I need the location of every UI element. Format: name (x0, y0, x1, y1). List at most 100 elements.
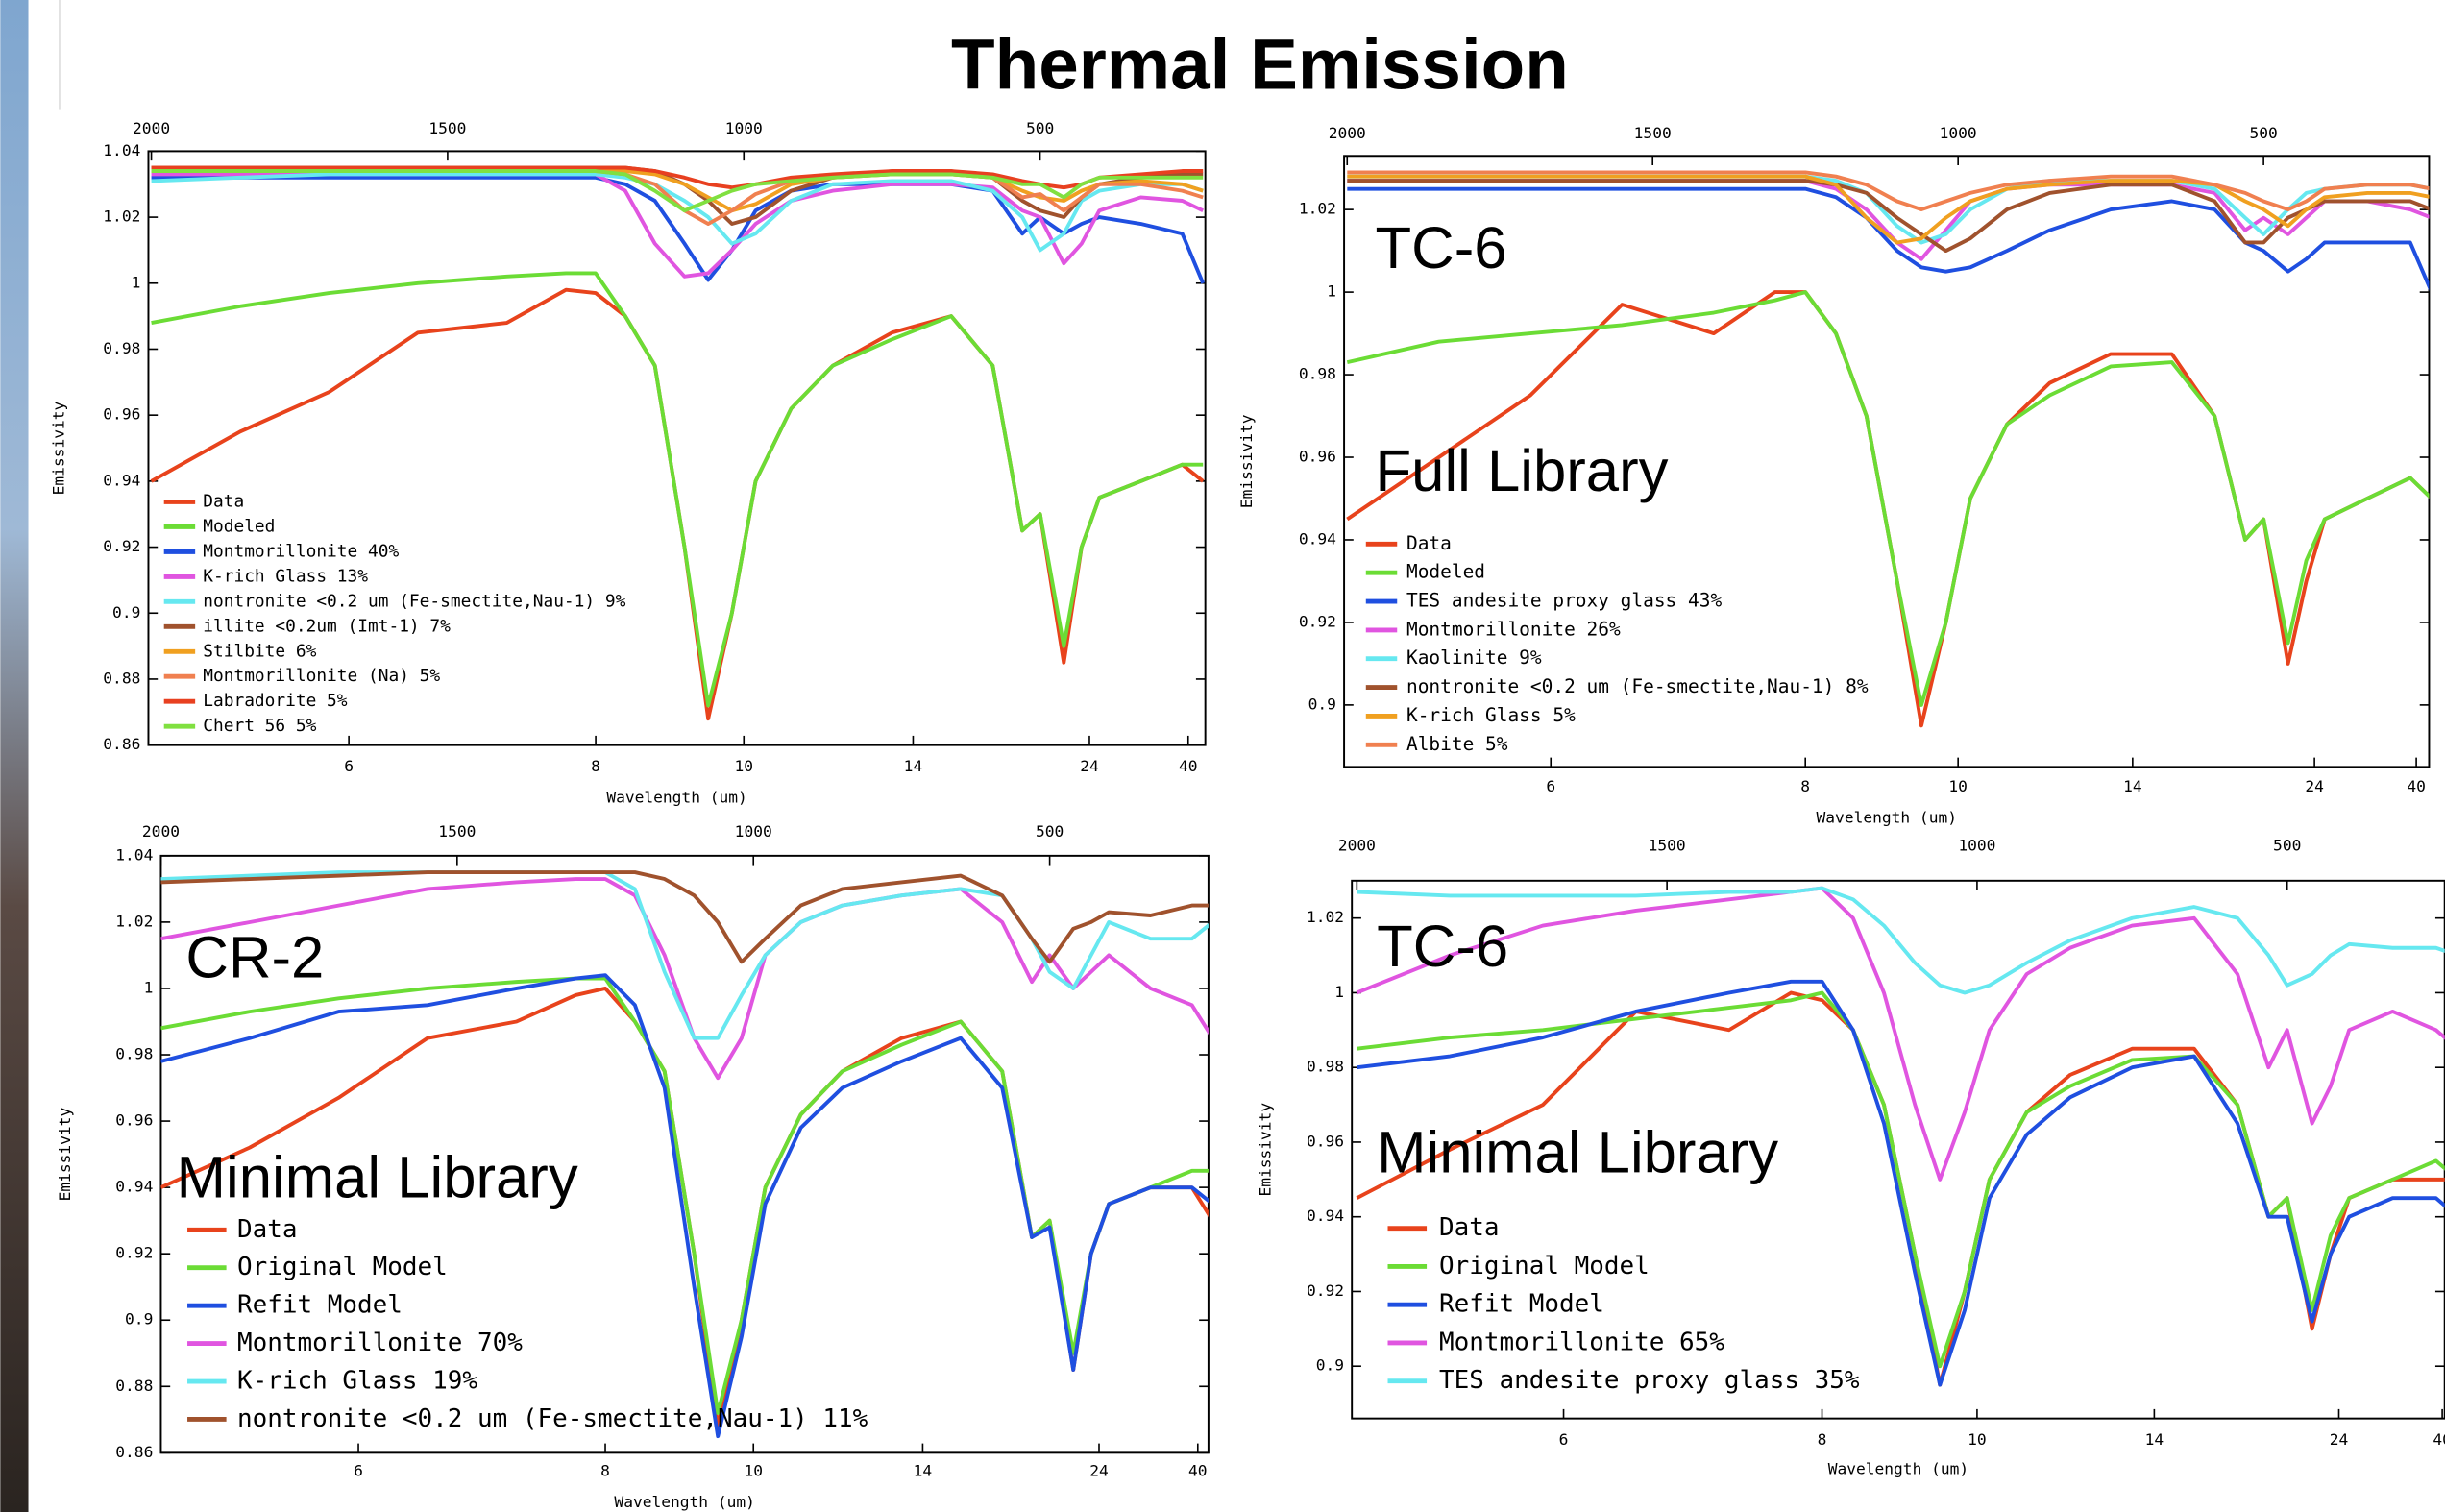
legend-label: Original Model (237, 1253, 448, 1281)
bottom-tick-label: 24 (1089, 1461, 1109, 1479)
top-tick-label: 2000 (142, 822, 180, 841)
y-tick-label: 0.92 (103, 537, 140, 555)
spectrum-line (160, 870, 1209, 964)
legend-label: Data (1439, 1213, 1500, 1242)
legend-label: Montmorillonite 65% (1439, 1328, 1724, 1356)
spectrum-line (151, 175, 1206, 284)
y-tick-label: 1.02 (115, 912, 153, 930)
y-axis-label: Emissivity (1256, 1103, 1274, 1197)
plot-area (1356, 886, 2445, 1387)
annotation: TC-6 (1377, 914, 1508, 980)
spectrum-line (1346, 290, 2430, 707)
x-axis-label: Wavelength (um) (1828, 1460, 1968, 1478)
legend-label: Montmorillonite 70% (237, 1329, 523, 1357)
y-tick-label: 0.96 (115, 1111, 153, 1130)
y-tick-label: 0.92 (1307, 1281, 1344, 1300)
legend-label: K-rich Glass 5% (1406, 704, 1576, 726)
y-tick-label: 0.9 (112, 603, 140, 622)
y-tick-label: 0.94 (1299, 529, 1336, 548)
spectrum-line (1347, 186, 2430, 291)
y-tick-label: 0.9 (1316, 1356, 1344, 1375)
bottom-tick-label: 14 (904, 757, 923, 775)
legend-label: Data (237, 1215, 298, 1244)
legend-label: Original Model (1439, 1252, 1650, 1280)
legend-label: Data (1406, 532, 1452, 554)
top-tick-label: 500 (1036, 822, 1064, 841)
plot-area (160, 870, 1209, 1439)
y-tick-label: 0.86 (115, 1443, 153, 1461)
bottom-tick-label: 8 (600, 1461, 610, 1479)
y-tick-label: 1.02 (1299, 200, 1336, 218)
y-tick-label: 1 (1334, 983, 1344, 1001)
legend-label: Montmorillonite 26% (1406, 618, 1621, 640)
y-axis-label: Emissivity (56, 1108, 74, 1202)
annotation: Minimal Library (1377, 1119, 1778, 1185)
x-axis-label: Wavelength (um) (614, 1493, 754, 1511)
legend-label: Modeled (203, 516, 275, 536)
y-tick-label: 0.94 (115, 1178, 153, 1196)
top-tick-label: 1500 (438, 822, 476, 841)
y-axis-label: Emissivity (49, 401, 67, 495)
legend-label: Montmorillonite (Na) 5% (203, 666, 440, 686)
bottom-tick-label: 40 (1179, 757, 1198, 775)
y-tick-label: 0.86 (103, 735, 140, 753)
plot-area (1346, 170, 2430, 728)
top-tick-label: 1000 (735, 822, 772, 841)
y-tick-label: 0.98 (103, 339, 140, 357)
page-title: Thermal Emission (951, 24, 1569, 105)
bottom-tick-label: 40 (1188, 1461, 1208, 1479)
top-tick-label: 1500 (1649, 837, 1686, 855)
y-tick-label: 0.96 (103, 405, 140, 424)
x-axis-label: Wavelength (um) (606, 788, 746, 806)
legend-label: Data (203, 492, 244, 512)
y-tick-label: 0.98 (1307, 1058, 1344, 1076)
legend-label: nontronite <0.2 um (Fe-smectite,Nau-1) 1… (237, 1404, 868, 1433)
x-axis-label: Wavelength (um) (1817, 808, 1957, 826)
legend-label: Refit Model (237, 1291, 403, 1320)
spectrum-line (1356, 886, 2445, 1182)
top-tick-label: 1500 (428, 119, 466, 137)
annotation: TC-6 (1376, 215, 1507, 281)
bottom-tick-label: 40 (2407, 777, 2426, 795)
plot-area (150, 165, 1206, 721)
annotation: CR-2 (185, 924, 324, 990)
bottom-tick-label: 14 (914, 1461, 933, 1479)
bottom-tick-label: 24 (2305, 777, 2324, 795)
y-tick-label: 0.92 (115, 1244, 153, 1262)
y-tick-label: 0.98 (115, 1045, 153, 1063)
y-tick-label: 0.94 (1307, 1207, 1344, 1225)
y-tick-label: 0.9 (125, 1310, 153, 1329)
top-tick-label: 500 (2273, 837, 2301, 855)
legend-label: Labradorite 5% (203, 691, 348, 711)
y-tick-label: 0.96 (1307, 1132, 1344, 1150)
legend-label: K-rich Glass 19% (237, 1367, 477, 1396)
top-tick-label: 2000 (133, 119, 170, 137)
spectrum-line (1357, 979, 2445, 1387)
legend-label: Refit Model (1439, 1290, 1604, 1319)
spectrum-line (151, 271, 1204, 708)
legend-label: TES andesite proxy glass 43% (1406, 590, 1722, 612)
top-tick-label: 1000 (725, 119, 763, 137)
top-tick-label: 500 (2249, 124, 2277, 142)
top-tick-label: 2000 (1329, 124, 1366, 142)
legend-label: nontronite <0.2 um (Fe-smectite,Nau-1) 8… (1406, 675, 1869, 697)
legend-label: Kaolinite 9% (1406, 646, 1542, 669)
bottom-tick-label: 6 (1559, 1430, 1569, 1449)
y-tick-label: 0.88 (103, 669, 140, 687)
bottom-tick-label: 6 (1546, 777, 1555, 795)
y-tick-label: 1.04 (103, 141, 140, 159)
y-tick-label: 0.88 (115, 1377, 153, 1395)
top-tick-label: 2000 (1338, 837, 1376, 855)
top-tick-label: 1500 (1634, 124, 1672, 142)
top-tick-label: 500 (1026, 119, 1054, 137)
spectrum-line (160, 973, 1209, 1439)
top-tick-label: 1000 (1958, 837, 1995, 855)
bottom-tick-label: 24 (2330, 1430, 2349, 1449)
y-tick-label: 0.96 (1299, 448, 1336, 466)
bottom-tick-label: 14 (2123, 777, 2142, 795)
plot-frame (1351, 879, 2445, 1420)
y-tick-label: 0.92 (1299, 612, 1336, 630)
legend-label: Stilbite 6% (203, 641, 316, 661)
legend-label: Modeled (1406, 561, 1485, 583)
